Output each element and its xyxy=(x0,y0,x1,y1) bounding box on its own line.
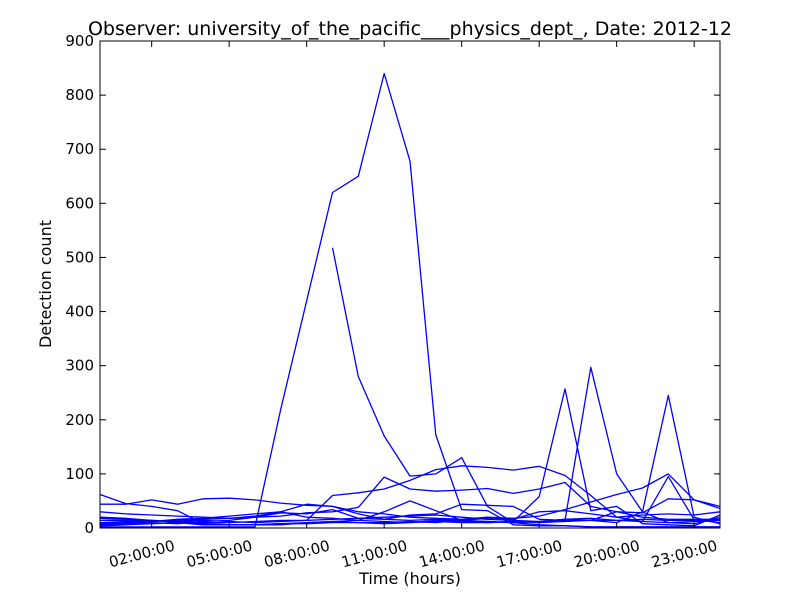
series-line-1 xyxy=(100,72,720,528)
y-tick-label: 900 xyxy=(65,32,94,50)
series-line-12 xyxy=(99,514,721,524)
y-tick-label: 600 xyxy=(65,194,94,212)
x-tick-label: 08:00:00 xyxy=(262,536,332,571)
series-line-9 xyxy=(99,473,721,525)
x-tick-label: 20:00:00 xyxy=(572,536,642,571)
y-tick-label: 800 xyxy=(65,86,94,104)
y-tick-label: 500 xyxy=(65,248,94,266)
series-layer xyxy=(99,72,721,528)
plot-frame xyxy=(99,40,721,529)
x-tick-label: 14:00:00 xyxy=(417,536,487,571)
y-tick-label: 100 xyxy=(65,465,94,483)
y-axis-title: Detection count xyxy=(36,220,55,348)
series-line-11 xyxy=(99,508,721,526)
y-tick-label: 300 xyxy=(65,357,94,375)
series-line-2 xyxy=(331,247,720,528)
y-tick-label: 200 xyxy=(65,411,94,429)
series-line-5 xyxy=(99,394,721,527)
x-tick-label: 02:00:00 xyxy=(107,536,177,571)
y-tick-label: 400 xyxy=(65,303,94,321)
x-tick-label: 17:00:00 xyxy=(494,536,564,571)
x-tick-label: 11:00:00 xyxy=(339,536,409,571)
y-tick-label: 700 xyxy=(65,140,94,158)
series-line-10 xyxy=(100,498,721,524)
x-tick-label: 05:00:00 xyxy=(184,536,254,571)
series-line-4 xyxy=(99,366,721,526)
y-tick-label: 0 xyxy=(84,519,94,537)
y-axis: 0 100 200 300 400 500 600 700 800 900 xyxy=(65,32,720,537)
x-tick-label: 23:00:00 xyxy=(649,536,719,571)
series-line-3 xyxy=(99,388,721,527)
x-axis-title: Time (hours) xyxy=(358,569,461,588)
chart-title: Observer: university_of_the_pacific___ph… xyxy=(88,18,732,40)
